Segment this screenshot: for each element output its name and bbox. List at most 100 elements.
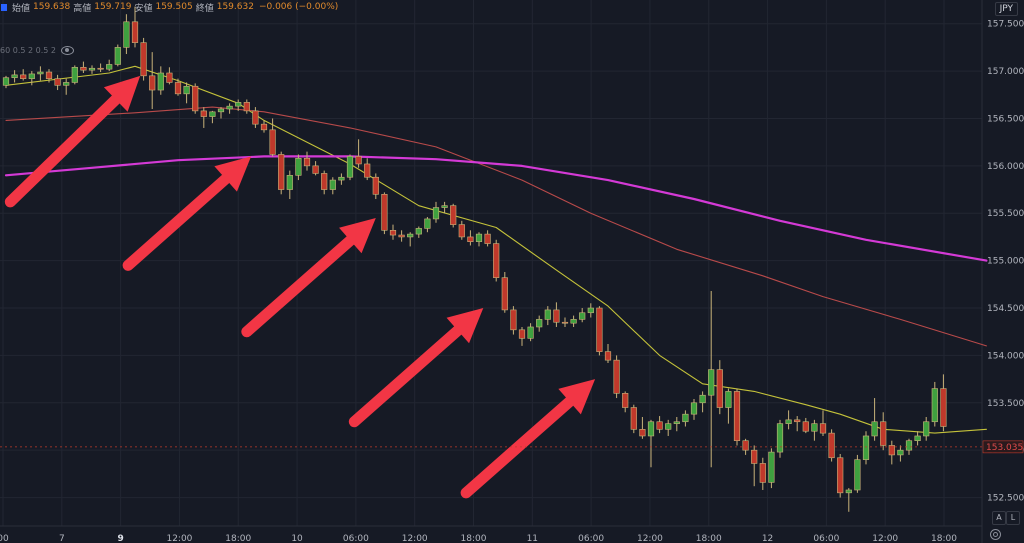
candle-body [604,351,612,361]
log-scale-button[interactable]: L [1006,511,1020,525]
x-tick-label: 06:00 [578,534,604,543]
candle-body [905,440,913,451]
candle-body [544,309,551,320]
candle-body [166,72,173,83]
arrow-head [339,217,376,254]
candle-body [432,207,440,220]
settings-gear-icon[interactable] [990,529,1001,540]
close-value: 159.632 [216,2,254,12]
x-tick-label: 06:00 [343,534,369,543]
arrow-head [446,308,484,344]
y-tick-label: 156.000 [987,162,1024,172]
auto-scale-button[interactable]: A [992,511,1006,525]
change-value: −0.006 (−0.00%) [258,2,339,12]
candle-body [785,419,792,424]
candle-body [80,66,87,71]
candle-body [527,326,534,339]
last-price-label: 153.035 [986,443,1023,453]
candle-body [622,393,629,408]
moving-average-line-3 [4,155,988,262]
indicator-legend: 60 0.5 2 0.5 2 [0,46,74,55]
candle-body [690,402,698,415]
candle-body [880,421,887,446]
candle-body [811,423,818,432]
moving-average-line-2 [5,106,987,347]
candle-body [897,449,904,456]
candle-body [914,435,921,442]
candle-body [871,421,878,437]
x-tick-label: 11 [527,534,538,543]
candle-body [209,111,216,117]
candle-body [372,176,379,195]
candle-body [493,243,500,278]
candle-body [587,307,594,314]
candle-body [845,489,852,494]
candle-body [45,71,53,79]
candle-body [157,72,164,91]
arrow-head [558,379,596,415]
arrow-shaft [348,325,464,428]
candle-body [794,419,801,423]
y-tick-label: 157.000 [987,67,1024,77]
candle-body [742,440,749,451]
candle-body [561,321,569,324]
currency-selector[interactable]: JPY [994,2,1018,16]
candle-body [364,163,371,178]
candle-body [682,413,689,423]
candle-body [355,156,362,165]
candle-body [321,173,328,190]
candle-body [71,66,78,83]
candle-body [149,75,156,91]
candle-body [11,74,18,79]
candle-body [415,228,422,235]
candle-body [837,457,844,494]
x-tick-label: 12:00 [872,534,898,543]
candle-body [665,423,672,430]
candle-body [37,71,44,75]
x-tick-label: 12:00 [402,534,428,543]
arrow-shaft [241,234,356,338]
candle-body [329,179,336,190]
close-label: 終値 [195,3,214,14]
candle-body [768,451,775,483]
candle-body [759,463,766,483]
candle-body [381,193,388,231]
arrow-head [214,156,252,192]
trend-arrow [4,75,141,208]
x-tick-label: 06:00 [813,534,839,543]
candle-body [2,77,10,86]
eye-icon[interactable] [60,46,74,55]
candle-body [295,157,302,176]
candle-body [862,435,870,460]
candle-body [217,108,225,113]
candle-body [854,459,861,491]
open-value: 159.638 [33,2,71,12]
candle-body [630,407,637,430]
candle-body [338,176,345,181]
x-tick-label: 12:00 [637,534,663,543]
y-tick-label: 154.000 [987,351,1024,361]
x-tick-label: 18:00 [461,534,487,543]
candle-body [235,102,242,107]
candle-body [269,129,276,155]
candle-body [553,309,560,323]
candle-body [286,175,293,190]
ohlc-header: 始値 159.638 高値 159.719 安値 159.505 終値 159.… [0,0,338,14]
y-tick-label: 155.500 [987,209,1024,219]
x-tick-label: 00 [0,534,9,543]
candle-body [501,277,508,311]
candle-body [174,82,182,95]
candle-body [200,110,207,117]
candle-body [28,73,35,79]
low-value: 159.505 [155,2,193,12]
candle-body [424,218,431,229]
candle-body [733,391,741,442]
candle-body [131,21,139,43]
candle-body [656,421,663,430]
open-label: 始値 [12,3,31,14]
candle-body [776,423,784,453]
candle-body [88,67,96,71]
candle-body [510,309,517,331]
candle-body [252,110,259,125]
